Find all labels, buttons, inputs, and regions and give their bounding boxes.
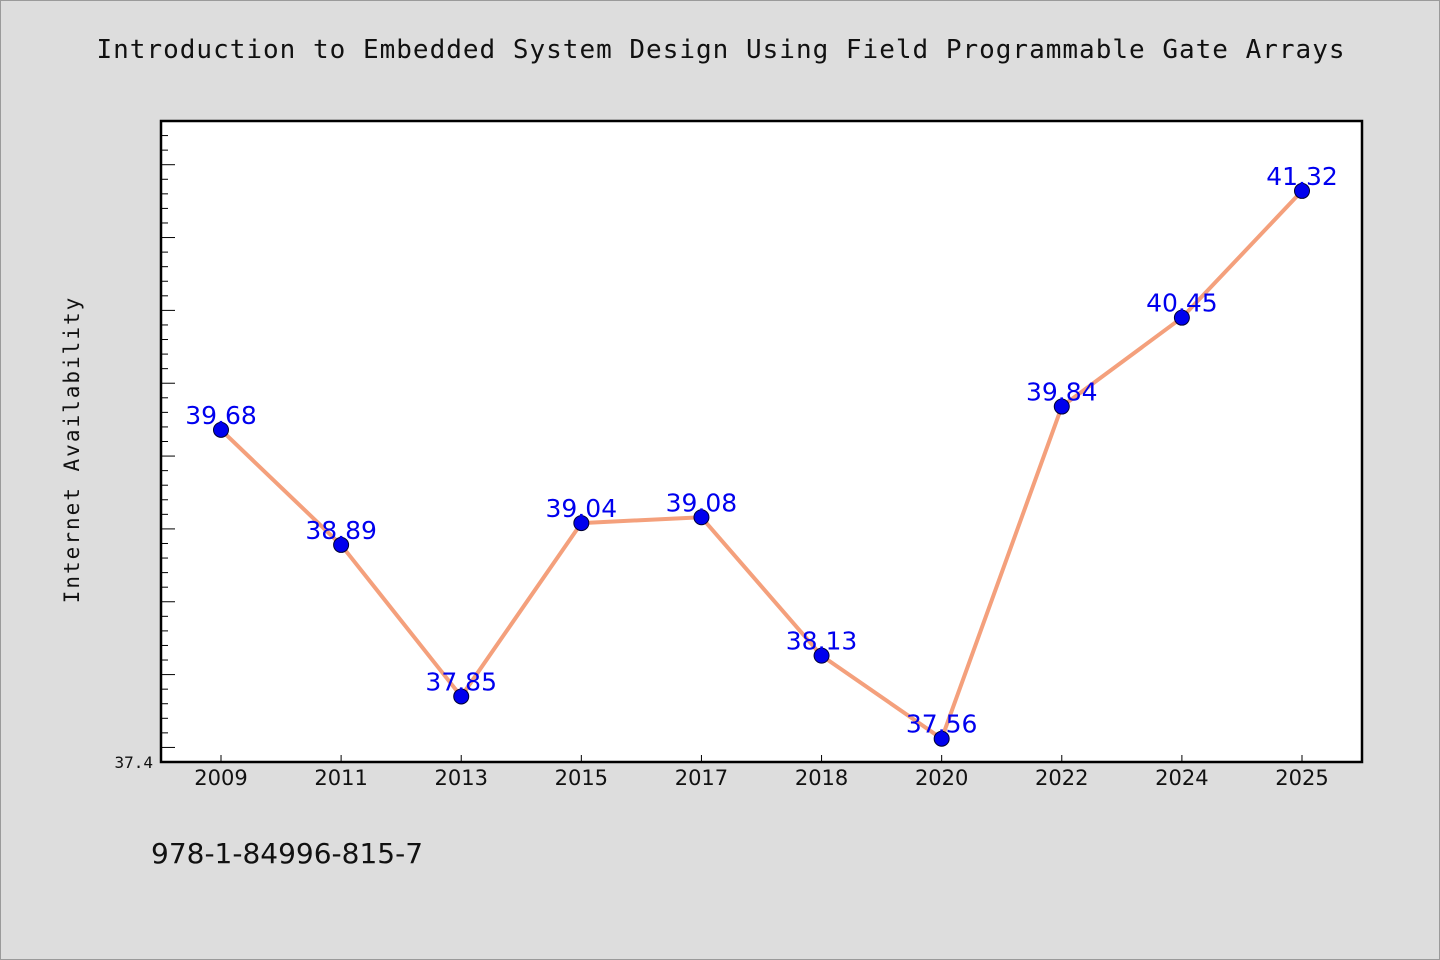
data-label: 37.85 [425,667,497,696]
data-point [453,688,470,705]
data-label: 41.32 [1266,162,1338,191]
chart-title: Introduction to Embedded System Design U… [96,35,1346,65]
series-line-group [219,188,1304,741]
data-point [813,647,830,664]
data-point [213,421,229,438]
x-tick-label: 2011 [314,766,367,790]
data-label: 38.13 [786,627,858,656]
data-point [1294,182,1310,199]
data-label: 39.08 [666,488,738,517]
x-tick-label: 2018 [795,766,848,790]
data-label: 39.68 [185,401,257,430]
y-tick-label: 37.4 [114,753,153,772]
x-tick-label: 2013 [434,766,487,790]
data-label: 38.89 [305,516,377,545]
data-labels: 39.68 38.89 37.85 39.04 39.08 38.13 37.56 39.84… [185,162,1338,739]
isbn-label: 978-1-84996-815-7 [151,837,424,870]
data-point [573,515,590,532]
y-axis-label: Internet Availability [60,296,84,604]
x-tick-label: 2025 [1275,766,1328,790]
series-line [219,188,1304,741]
plot-frame [159,119,1364,764]
data-points [213,182,1310,747]
x-tick-label: 2022 [1035,766,1088,790]
data-label: 37.56 [906,710,978,739]
data-point [1173,309,1190,326]
data-point [693,509,710,526]
data-label: 39.84 [1026,378,1098,407]
x-tick-label: 2020 [915,766,968,790]
data-label: 40.45 [1146,289,1218,318]
x-tick-label: 2024 [1155,766,1208,790]
x-tick-label: 2015 [555,766,608,790]
y-axis-tick-labels: 37.4 [114,753,153,772]
data-point [333,536,350,553]
data-label: 39.04 [546,494,618,523]
data-point [933,730,950,747]
plot-area [161,121,1362,762]
data-point [1053,398,1070,415]
x-tick-label: 2009 [194,766,247,790]
x-axis-tick-labels: 2009 2011 2013 2015 2017 2018 2020 2022 2024 2025 [194,766,1328,790]
x-tick-label: 2017 [675,766,728,790]
